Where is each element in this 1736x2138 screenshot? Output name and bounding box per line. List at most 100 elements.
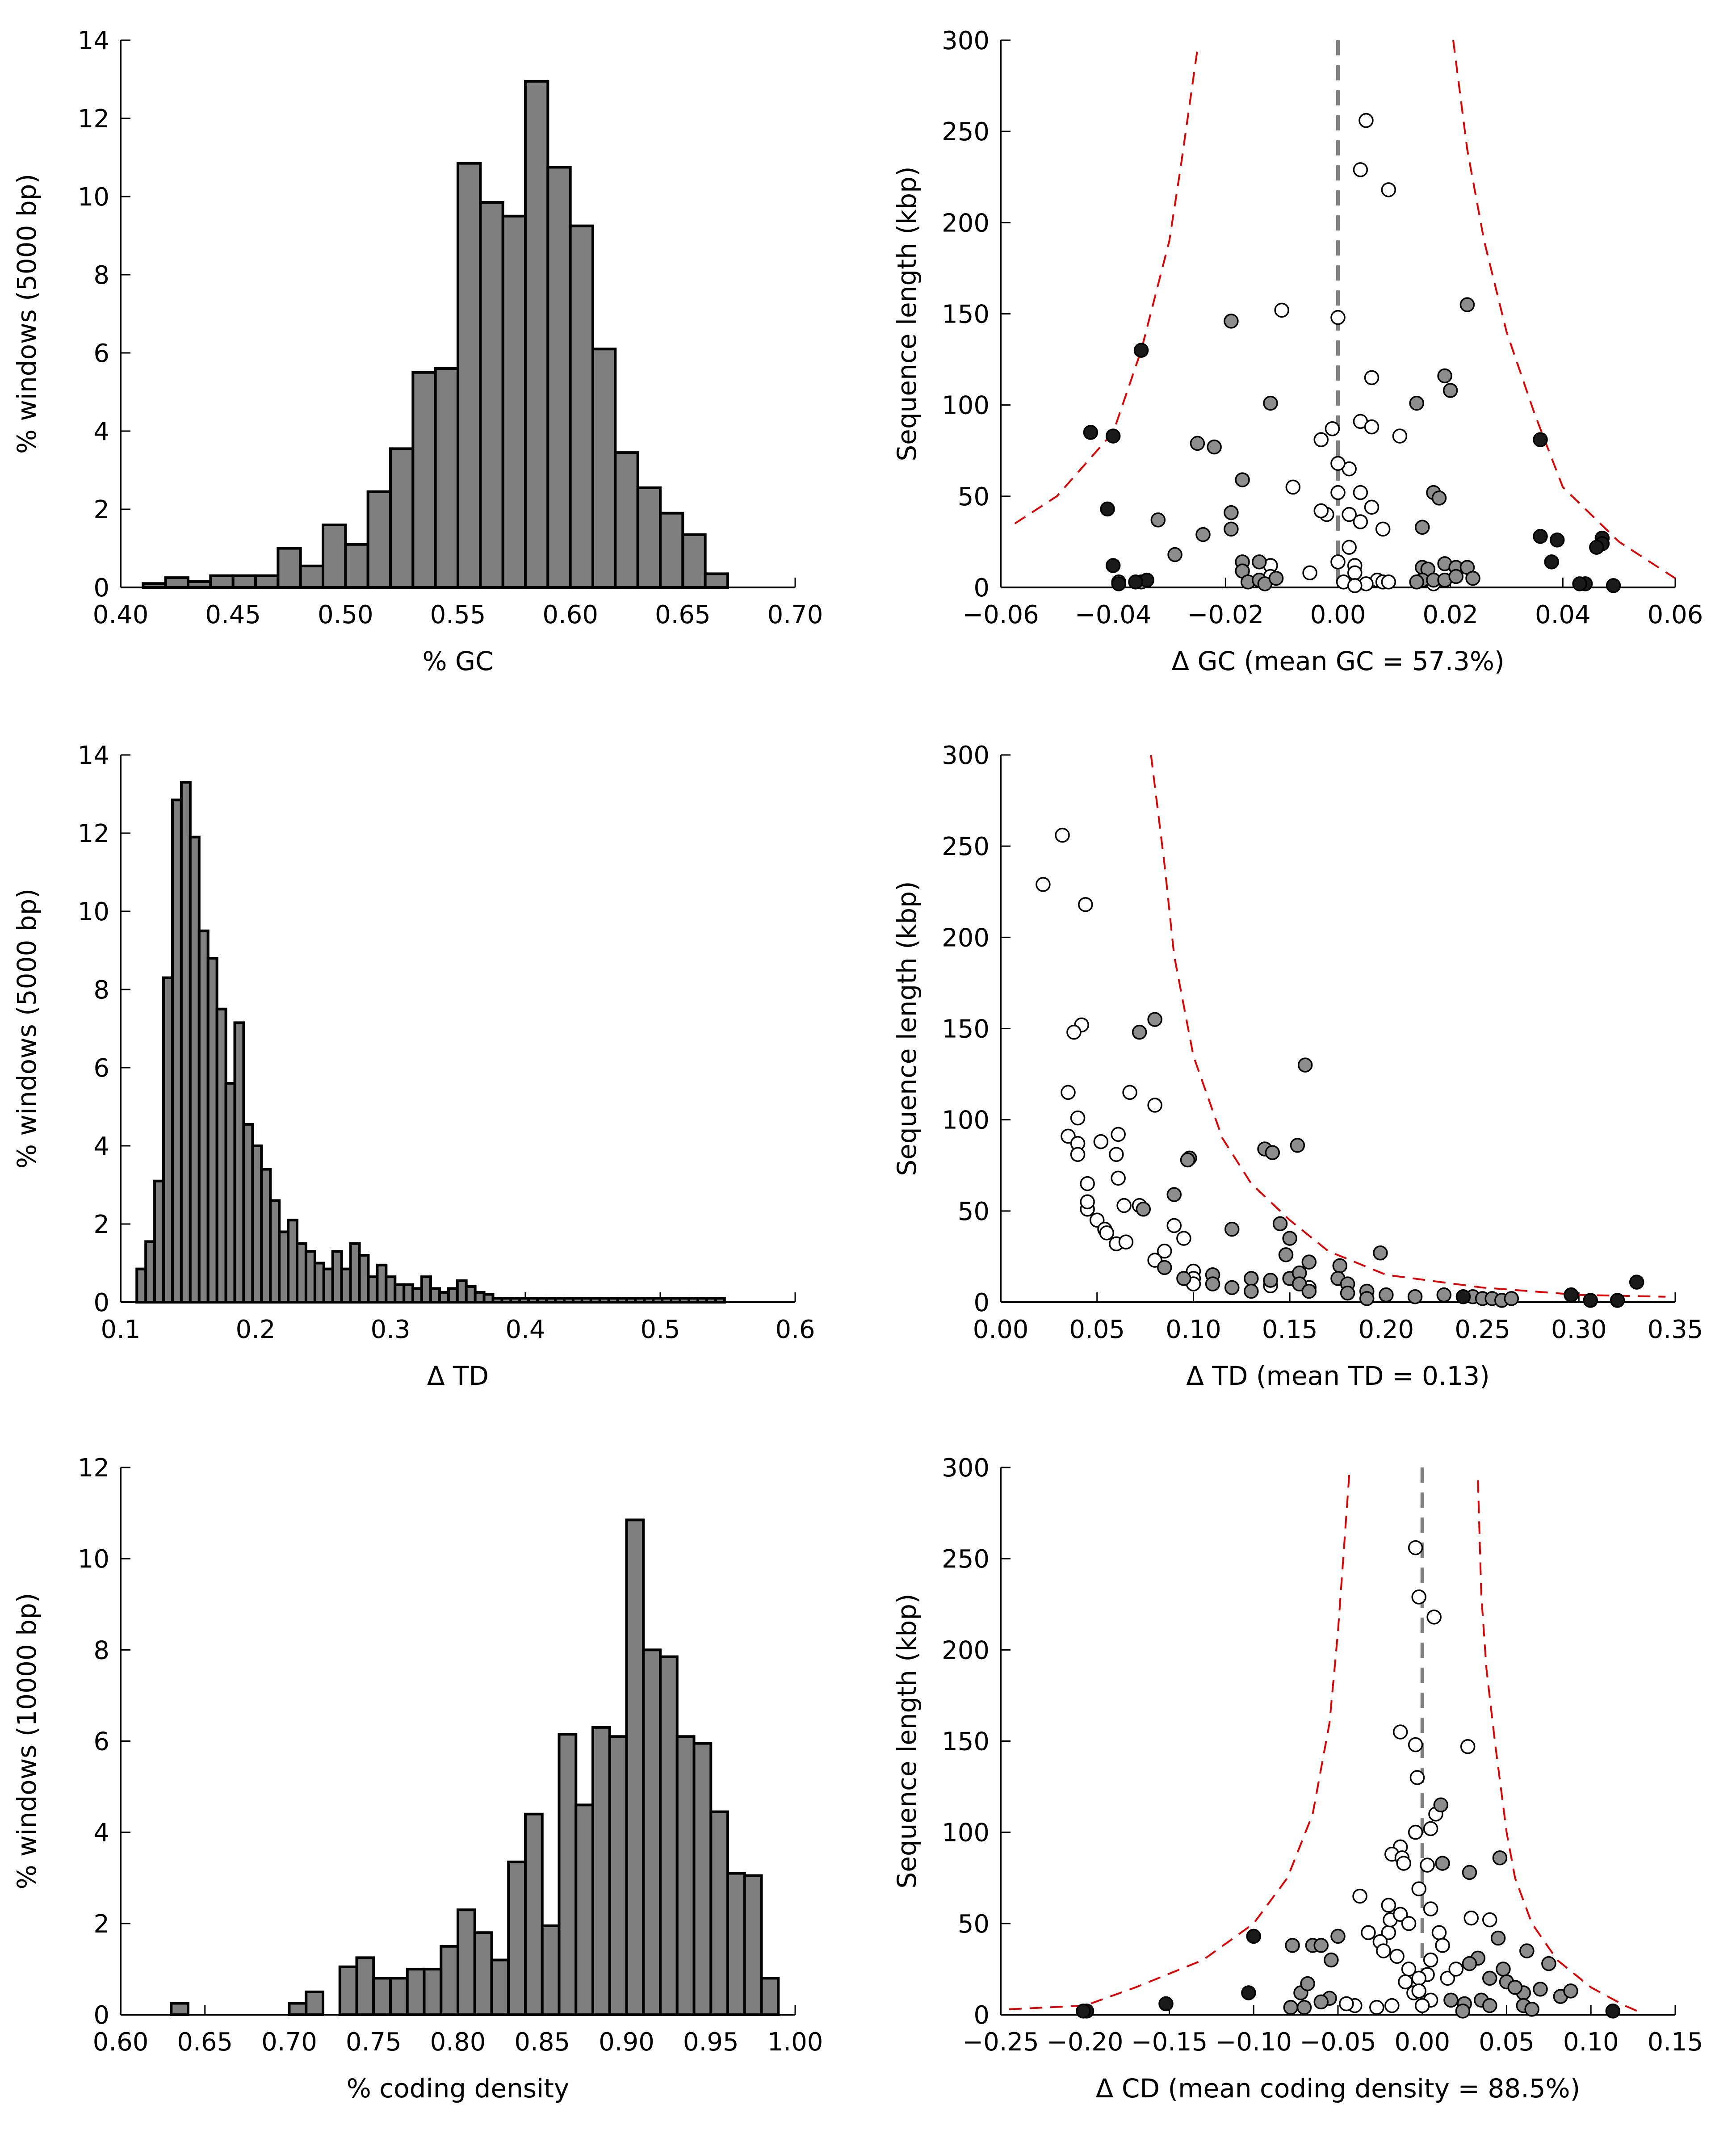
scatter-point <box>1080 1176 1095 1191</box>
y-tick-label: 0 <box>973 574 990 603</box>
scatter-point <box>1265 1145 1280 1160</box>
scatter-point <box>1423 1821 1438 1836</box>
x-tick-label: 0.65 <box>655 600 711 629</box>
scatter-point <box>1176 1271 1191 1286</box>
histogram-bar <box>501 214 527 589</box>
scatter-point <box>1272 1216 1288 1232</box>
x-tick-label: 0.00 <box>973 1315 1029 1344</box>
histogram-bar <box>558 1733 578 2016</box>
scatter-point <box>1274 302 1289 318</box>
scatter-point <box>1300 1976 1315 1991</box>
histogram-bar <box>569 224 594 589</box>
scatter-point <box>1544 554 1559 570</box>
scatter-point <box>1426 1610 1442 1625</box>
chart-panel-5: 0.60 0.65 0.70 0.75 0.80 0.85 0.90 0.95 1.00 0 2 4 6… <box>12 1454 823 2104</box>
scatter-point <box>1392 428 1408 444</box>
scatter-point <box>1384 1998 1400 2013</box>
scatter-point <box>1465 570 1480 586</box>
scatter-point <box>1330 554 1346 570</box>
x-tick-label: 0.90 <box>599 2028 654 2057</box>
scatter-point <box>1435 1938 1450 1953</box>
x-tick-label: −0.20 <box>1047 2028 1124 2057</box>
y-tick-label: 8 <box>93 976 109 1005</box>
scatter-point <box>1448 1962 1463 1977</box>
scatter-point <box>1431 490 1447 506</box>
chart-panel-1: 0.40 0.45 0.50 0.55 0.60 0.65 0.70 0 2 4 6 8 10 12 14%… <box>12 26 823 676</box>
scatter-point <box>1313 503 1329 519</box>
scatter-point <box>1359 113 1374 128</box>
histogram-bar <box>473 1931 493 2016</box>
scatter-point <box>1435 1856 1450 1871</box>
scatter-point <box>1564 1287 1579 1303</box>
scatter-point <box>1324 1952 1339 1968</box>
y-tick-label: 6 <box>93 1727 109 1757</box>
scatter-point <box>1589 540 1604 555</box>
histogram-bar <box>277 547 302 589</box>
histogram-bar <box>457 1908 476 2016</box>
histogram-bar <box>479 201 504 589</box>
scatter-point <box>1420 1857 1435 1873</box>
scatter-point <box>1105 558 1121 573</box>
histogram-bar <box>389 447 415 589</box>
x-tick-label: 0.4 <box>505 1315 545 1344</box>
scatter-point <box>1080 1194 1095 1210</box>
scatter-point <box>1392 1724 1408 1740</box>
scatter-point <box>1224 1280 1240 1295</box>
scatter-point <box>1482 1912 1497 1928</box>
scatter-point <box>1055 827 1070 843</box>
scatter-point <box>1313 1994 1329 2010</box>
x-axis-label: Δ CD (mean coding density = 88.5%) <box>1096 2073 1581 2104</box>
scatter-point <box>1111 576 1126 591</box>
scatter-point <box>1353 162 1368 177</box>
histogram-bar <box>366 490 392 589</box>
histogram-bar <box>714 1297 726 1304</box>
scatter-point <box>1392 1907 1408 1922</box>
scatter-point <box>1166 1187 1182 1202</box>
x-tick-label: 0.20 <box>1359 1315 1414 1344</box>
scatter-point <box>1290 1138 1305 1153</box>
x-tick-label: 0.40 <box>93 600 149 629</box>
histogram-bar <box>372 1977 392 2016</box>
scatter-point <box>1381 574 1396 590</box>
scatter-point <box>1244 1283 1259 1299</box>
y-tick-label: 0 <box>93 1288 109 1317</box>
scatter-point <box>1524 2002 1539 2017</box>
scatter-point <box>1070 1147 1086 1162</box>
chart-panel-4: 0.00 0.05 0.10 0.15 0.20 0.25 0.30 0.35 0 50 100 15… <box>892 741 1703 1391</box>
y-tick-label: 100 <box>942 391 990 420</box>
scatter-point <box>1364 419 1380 435</box>
histogram-bar <box>389 1977 409 2016</box>
scatter-point <box>1583 1293 1598 1308</box>
scatter-point <box>1347 565 1363 581</box>
histogram-bar <box>614 451 639 589</box>
scatter-point <box>1408 1824 1423 1840</box>
scatter-point <box>1224 505 1239 520</box>
y-tick-label: 14 <box>78 741 109 770</box>
x-tick-label: 0.25 <box>1455 1315 1510 1344</box>
histogram-bar <box>704 572 729 589</box>
scatter-point <box>1205 1276 1220 1291</box>
scatter-point <box>1246 1928 1261 1944</box>
histogram-bar <box>411 371 437 589</box>
histogram-bar <box>440 1945 459 2016</box>
scatter-point <box>1282 1231 1297 1246</box>
y-tick-label: 200 <box>942 1636 990 1665</box>
scatter-point <box>1433 1797 1449 1813</box>
scatter-point <box>1158 1996 1174 2012</box>
scatter-point <box>1176 1231 1191 1246</box>
histogram-bar <box>591 1726 611 2016</box>
x-tick-label: −0.15 <box>1131 2028 1208 2057</box>
y-tick-label: 250 <box>942 117 990 147</box>
y-tick-label: 200 <box>942 209 990 238</box>
y-axis-label: Sequence length (kbp) <box>892 166 922 461</box>
scatter-point <box>1411 1589 1426 1605</box>
scatter-point <box>1364 370 1380 386</box>
x-tick-label: 0.70 <box>261 2028 317 2057</box>
y-axis-label: % windows (10000 bp) <box>12 1593 42 1889</box>
x-tick-label: 0.3 <box>370 1315 410 1344</box>
scatter-point <box>1136 1202 1151 1217</box>
y-tick-label: 100 <box>942 1819 990 1848</box>
scatter-point <box>1241 1985 1256 2000</box>
y-tick-label: 300 <box>942 1454 990 1483</box>
x-tick-label: 0.15 <box>1262 1315 1318 1344</box>
